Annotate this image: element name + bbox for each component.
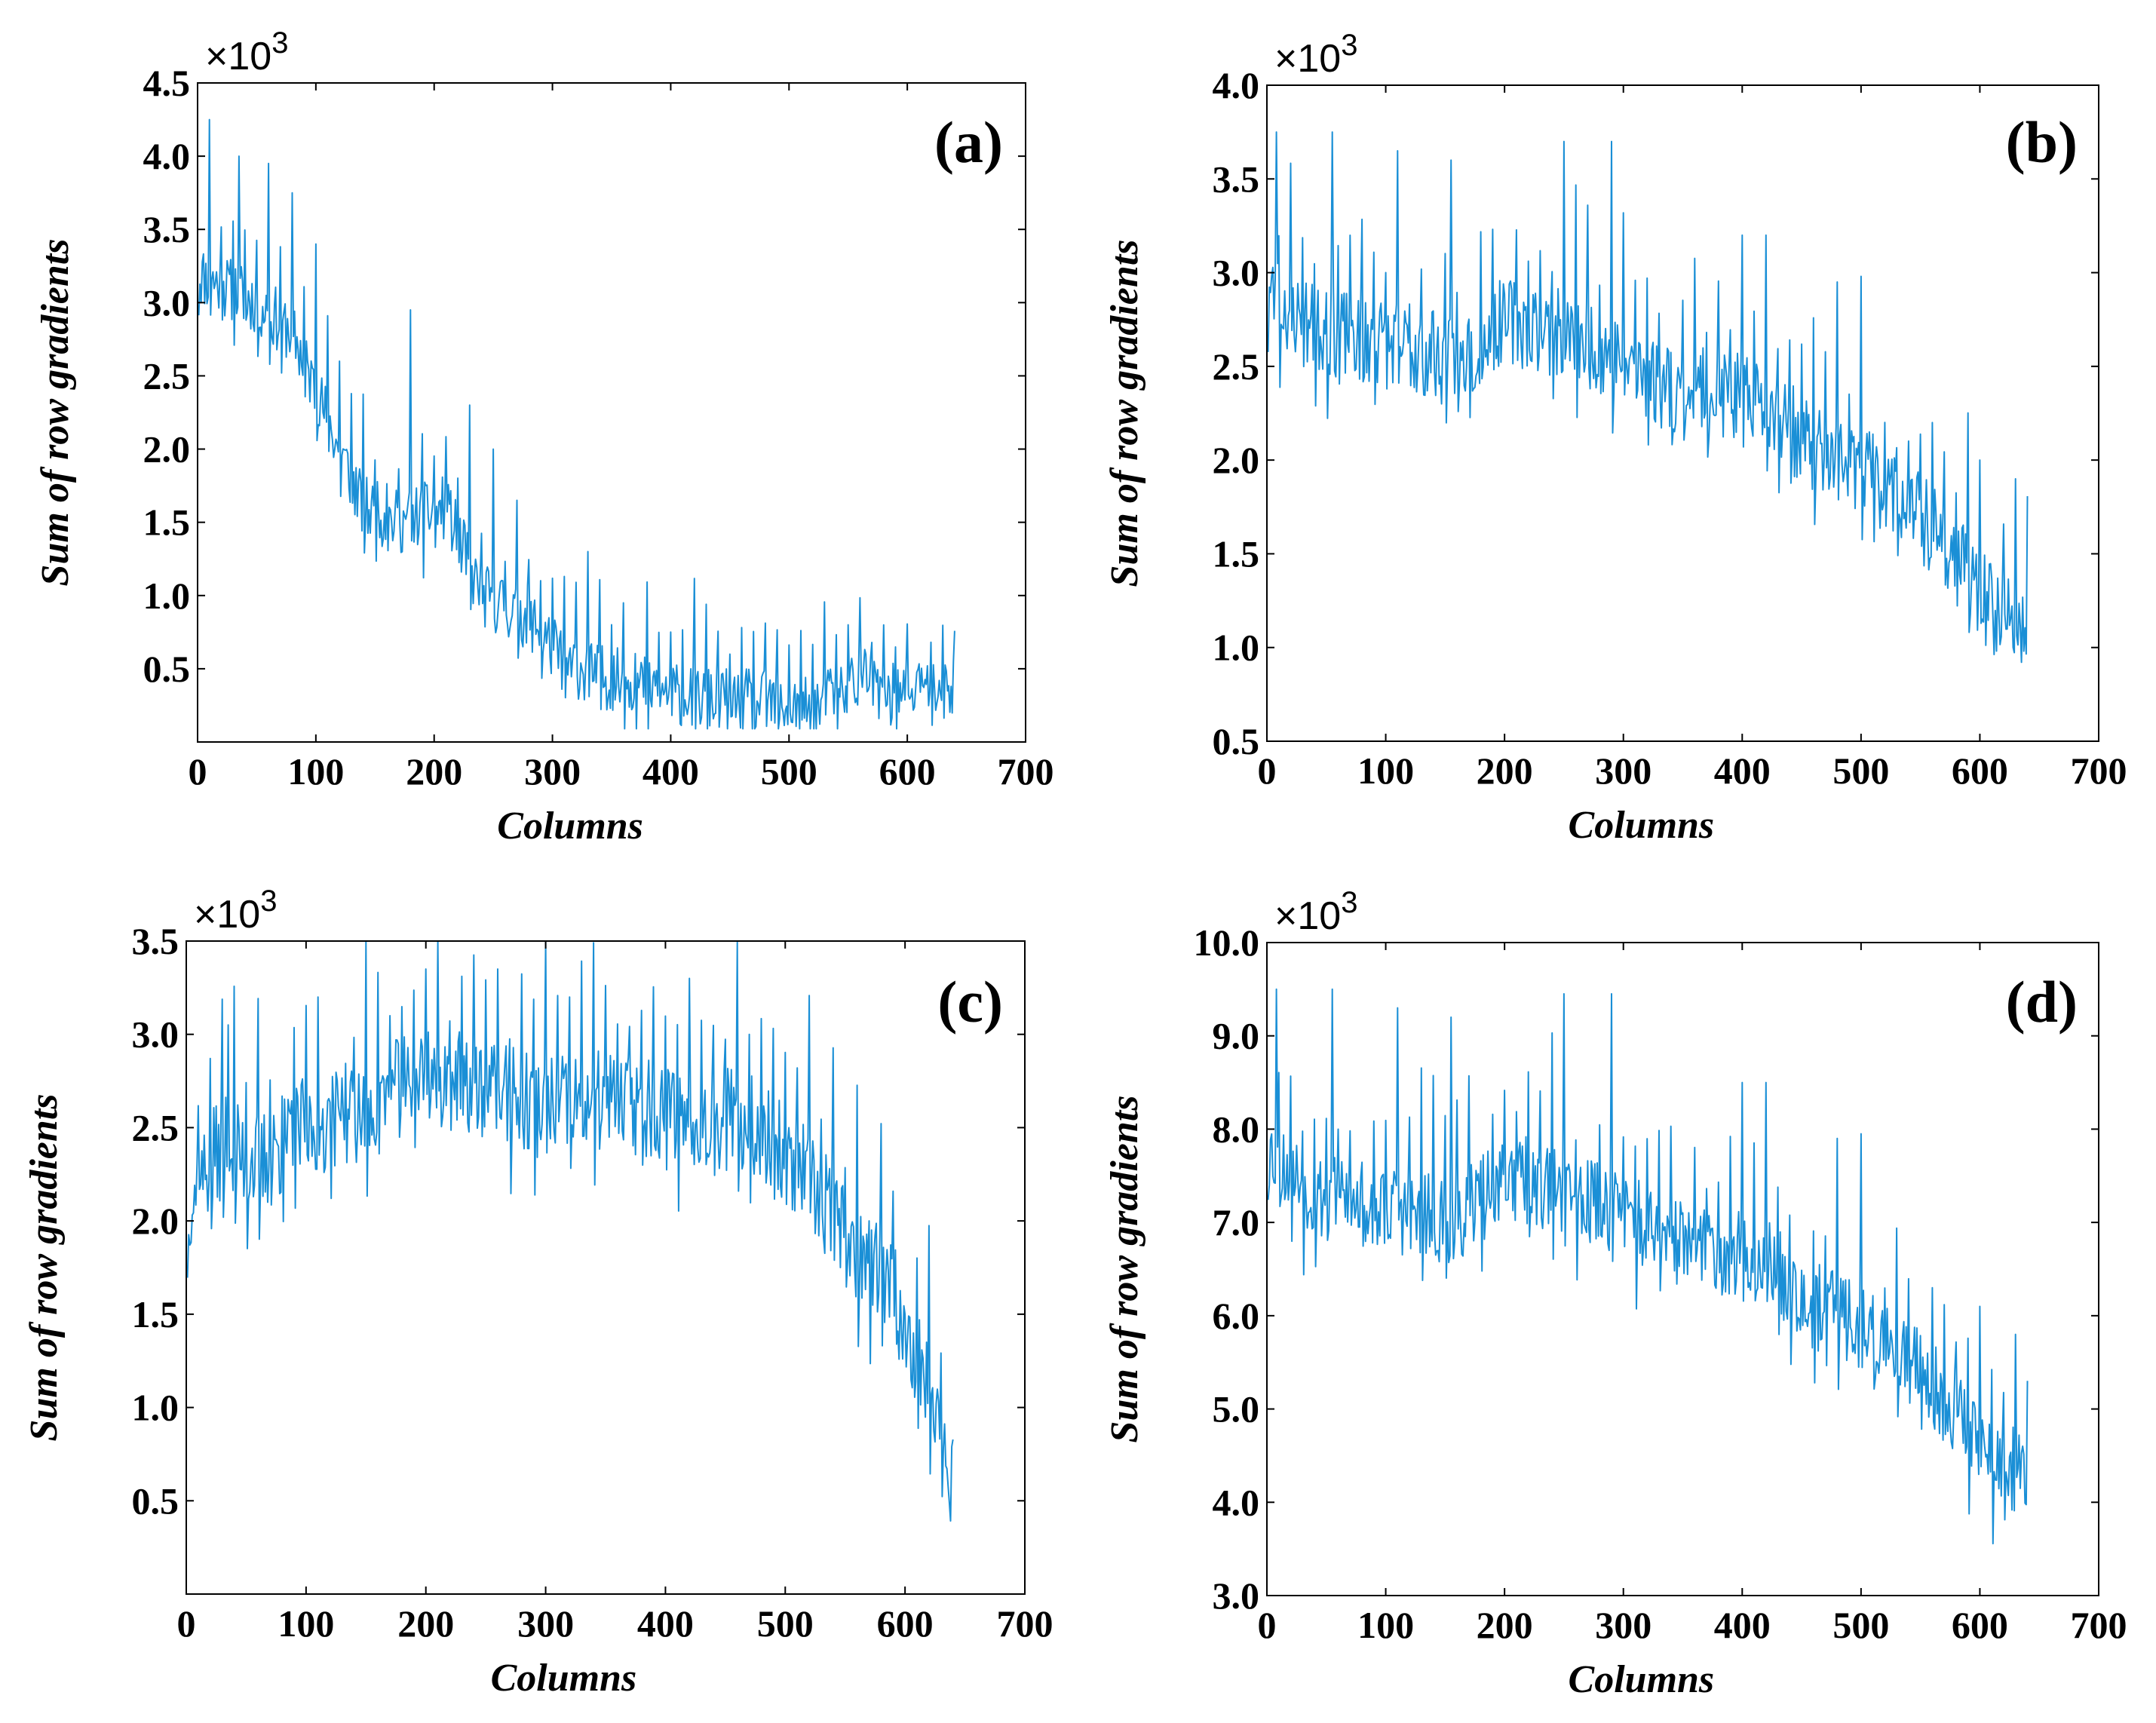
y-tick-label: 2.0 [1213, 439, 1260, 481]
x-axis-label: Columns [491, 1657, 637, 1700]
plot-frame-d [1266, 942, 2099, 1596]
y-tick-label: 0.5 [132, 1479, 179, 1522]
x-tick-label: 200 [1477, 750, 1533, 792]
y-tick-label: 4.5 [143, 62, 191, 104]
y-tick-label: 1.5 [1213, 532, 1260, 575]
y-tick-label: 8.0 [1213, 1108, 1260, 1150]
x-tick-label: 100 [1357, 1604, 1414, 1646]
y-tick-label: 10.0 [1194, 921, 1260, 964]
multiplier-exponent: 3 [260, 884, 277, 918]
x-tick-label: 200 [1477, 1604, 1533, 1646]
x-tick-label: 300 [1595, 1604, 1652, 1646]
panel-label: (a) [934, 109, 1003, 175]
data-series-a [198, 118, 955, 730]
y-tick-label: 3.0 [1213, 252, 1260, 294]
x-tick-label: 700 [998, 750, 1054, 793]
y-tick-label: 2.5 [1213, 345, 1260, 388]
x-tick-label: 100 [287, 750, 344, 793]
y-axis-label: Sum of row gradients [23, 1094, 66, 1442]
y-axis-label: Sum of row gradients [34, 239, 77, 587]
plot-frame-b [1266, 84, 2099, 742]
x-tick-label: 700 [2071, 1604, 2127, 1646]
x-tick-label: 500 [757, 1602, 814, 1645]
data-series-b [1267, 131, 2029, 664]
y-tick-label: 3.5 [1213, 158, 1260, 200]
y-tick-label: 3.0 [1213, 1574, 1260, 1617]
y-tick-label: 3.5 [143, 208, 191, 250]
x-tick-label: 200 [397, 1602, 454, 1645]
x-axis-label: Columns [1569, 804, 1715, 847]
y-tick-label: 3.5 [132, 920, 179, 962]
y-tick-label: 5.0 [1213, 1388, 1260, 1430]
multiplier-exponent: 3 [1341, 886, 1357, 919]
x-tick-label: 500 [1832, 750, 1889, 792]
x-tick-label: 700 [2071, 750, 2127, 792]
y-tick-label: 4.0 [1213, 1481, 1260, 1523]
data-series-c [186, 940, 954, 1522]
plot-frame-c [186, 940, 1026, 1595]
x-tick-label: 400 [1714, 1604, 1771, 1646]
panel-label: (c) [937, 969, 1003, 1035]
y-axis-label: Sum of row gradients [1103, 1096, 1146, 1443]
x-tick-label: 400 [643, 750, 699, 793]
x-tick-label: 600 [879, 750, 936, 793]
y-tick-label: 0.5 [1213, 720, 1260, 762]
y-tick-label: 1.0 [1213, 627, 1260, 669]
x-axis-label: Columns [1569, 1658, 1715, 1701]
multiplier-exponent: 3 [271, 26, 288, 60]
x-tick-label: 100 [1357, 750, 1414, 792]
y-tick-label: 1.5 [143, 501, 191, 544]
data-series-d [1267, 988, 2029, 1545]
chart-panel-c: 0 100 200 300 400 500 600 700 0.5 1.0 1.5 2.0 2.5 3.0… [23, 884, 1053, 1700]
panel-label: (d) [2006, 969, 2078, 1035]
y-tick-label: 2.0 [143, 428, 191, 471]
x-tick-label: 0 [177, 1602, 196, 1645]
y-tick-label: 7.0 [1213, 1201, 1260, 1243]
y-tick-label: 0.5 [143, 648, 191, 690]
y-tick-label: 1.0 [143, 575, 191, 617]
x-tick-label: 200 [406, 750, 462, 793]
x-tick-label: 0 [1258, 1604, 1277, 1646]
x-tick-label: 100 [278, 1602, 334, 1645]
multiplier-exponent: 3 [1341, 29, 1357, 62]
y-tick-label: 6.0 [1213, 1295, 1260, 1337]
chart-panel-b: 0 100 200 300 400 500 600 700 0.5 1.0 1.5 2.0 2.5 3.0… [1103, 29, 2127, 847]
y-tick-label: 4.0 [1213, 64, 1260, 106]
panel-label: (b) [2006, 109, 2078, 175]
x-tick-label: 300 [1595, 750, 1652, 792]
y-tick-label: 2.5 [143, 354, 191, 397]
x-tick-label: 600 [1952, 1604, 2008, 1646]
x-tick-label: 0 [189, 750, 207, 793]
plot-frame-a [197, 82, 1026, 743]
y-tick-label: 3.0 [143, 281, 191, 323]
x-tick-label: 700 [997, 1602, 1053, 1645]
y-tick-label: 9.0 [1213, 1015, 1260, 1057]
x-tick-label: 500 [761, 750, 817, 793]
x-tick-label: 300 [524, 750, 581, 793]
x-tick-label: 400 [637, 1602, 694, 1645]
x-tick-label: 600 [1952, 750, 2008, 792]
y-axis-label: Sum of row gradients [1103, 240, 1146, 587]
chart-panel-a: 0 100 200 300 400 500 600 700 0.5 1.0 1.5 2.0 2.5 3.0… [34, 26, 1054, 848]
y-tick-label: 1.5 [132, 1293, 179, 1335]
x-tick-label: 500 [1832, 1604, 1889, 1646]
y-tick-label: 4.0 [143, 135, 191, 177]
y-tick-label: 2.5 [132, 1106, 179, 1148]
y-tick-label: 1.0 [132, 1387, 179, 1429]
x-axis-label: Columns [497, 805, 643, 848]
x-tick-label: 400 [1714, 750, 1771, 792]
x-tick-label: 600 [877, 1602, 934, 1645]
x-tick-label: 0 [1258, 750, 1277, 792]
chart-panel-d: 0 100 200 300 400 500 600 700 3.0 4.0 5.0 6.0 7.0 8.0… [1103, 886, 2127, 1701]
y-tick-label: 3.0 [132, 1013, 179, 1056]
y-tick-label: 2.0 [132, 1200, 179, 1242]
x-tick-label: 300 [517, 1602, 574, 1645]
